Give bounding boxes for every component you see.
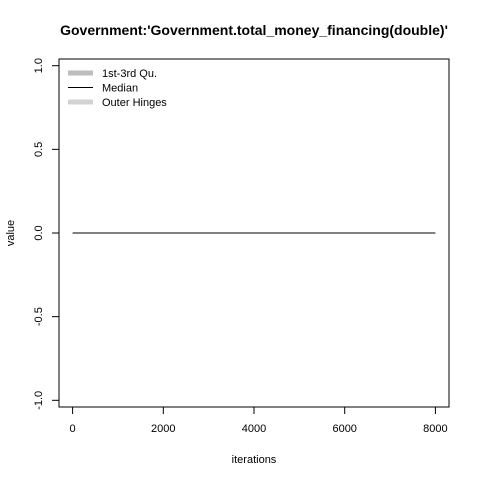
y-tick-label: 0.5 bbox=[33, 142, 45, 157]
x-tick-label: 2000 bbox=[151, 423, 175, 435]
y-axis: -1.0 -0.5 0.0 0.5 1.0 bbox=[33, 58, 59, 410]
legend-label: Outer Hinges bbox=[102, 97, 167, 109]
y-tick-label: 0.0 bbox=[33, 225, 45, 240]
legend: 1st-3rd Qu. Median Outer Hinges bbox=[68, 68, 167, 109]
chart-title: Government:'Government.total_money_finan… bbox=[60, 22, 448, 38]
legend-label: Median bbox=[102, 83, 138, 95]
x-tick-label: 0 bbox=[70, 423, 76, 435]
x-tick-label: 6000 bbox=[332, 423, 356, 435]
legend-label: 1st-3rd Qu. bbox=[102, 68, 157, 80]
x-axis-label: iterations bbox=[232, 454, 277, 466]
y-tick-label: -0.5 bbox=[33, 307, 45, 326]
x-axis: 0 2000 4000 6000 8000 bbox=[70, 407, 448, 435]
x-tick-label: 8000 bbox=[423, 423, 447, 435]
x-tick-label: 4000 bbox=[242, 423, 266, 435]
y-tick-label: -1.0 bbox=[33, 391, 45, 410]
y-axis-label: value bbox=[5, 220, 17, 246]
y-tick-label: 1.0 bbox=[33, 58, 45, 73]
